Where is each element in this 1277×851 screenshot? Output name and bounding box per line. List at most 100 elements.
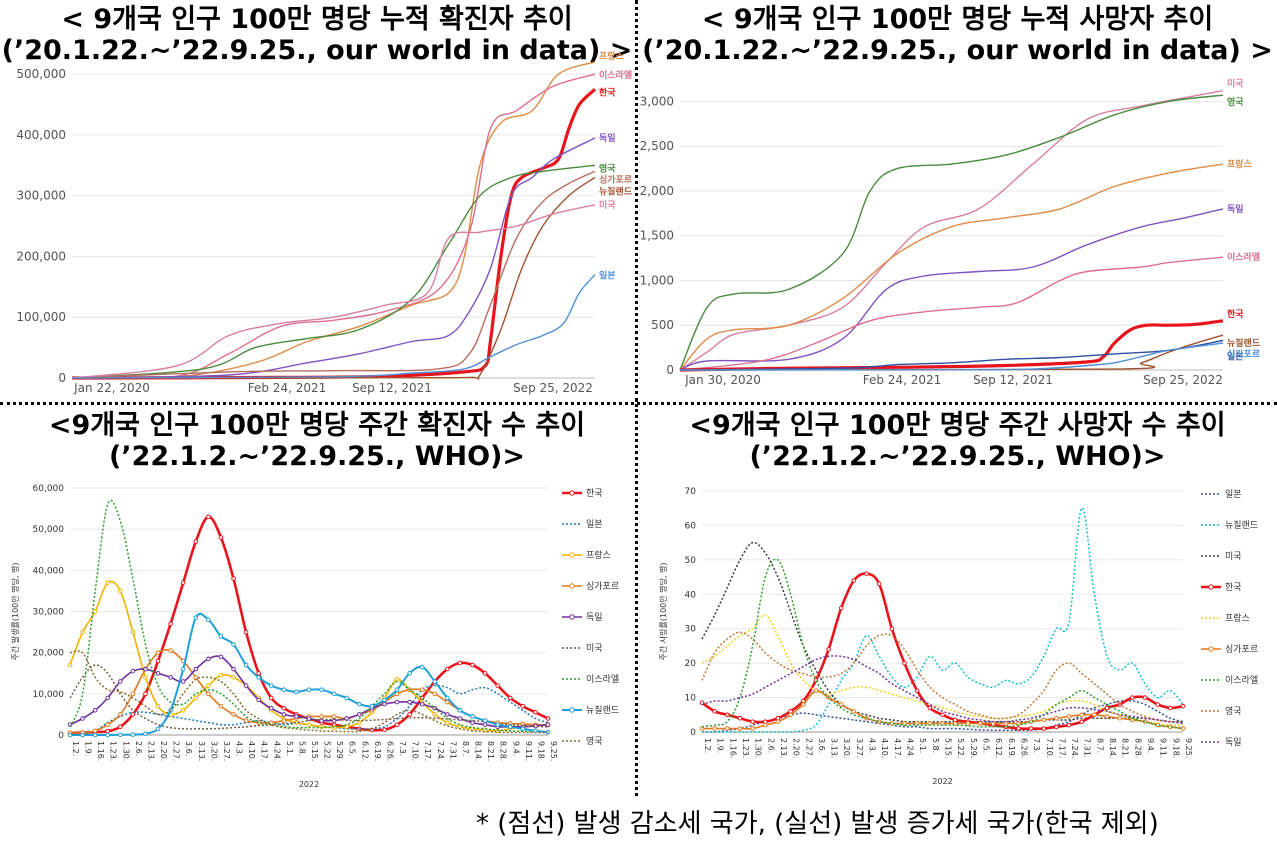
data-point <box>864 571 869 576</box>
data-point <box>1079 712 1085 718</box>
series-end-label-4: 영국 <box>599 162 616 174</box>
data-point <box>394 687 400 693</box>
x-tick-label: 8.28. <box>499 741 508 761</box>
data-point <box>357 712 362 717</box>
series-line-6 <box>701 558 1184 730</box>
x-tick-label: Jan 22, 2020 <box>73 381 150 395</box>
x-tick-label: 5.8. <box>931 738 940 753</box>
data-point <box>206 617 211 623</box>
series-line-4 <box>71 164 596 379</box>
legend-marker <box>569 490 575 496</box>
data-point <box>545 722 551 728</box>
x-tick-label: 7.31. <box>448 741 457 761</box>
data-point <box>914 688 920 693</box>
x-tick-label: 2.6. <box>766 738 775 753</box>
x-tick-label: 7.3. <box>1032 738 1041 753</box>
x-tick-label: 6.26. <box>385 741 394 761</box>
data-point <box>243 662 249 668</box>
x-tick-label: 5.15. <box>944 738 953 758</box>
data-point <box>1104 714 1110 719</box>
x-tick-label: Feb 24, 2021 <box>863 373 942 387</box>
series-line-4 <box>679 256 1224 371</box>
x-tick-label: 6.19. <box>373 741 382 761</box>
data-point <box>268 683 274 688</box>
data-point <box>256 675 261 680</box>
legend-label-5: 미국 <box>586 643 603 654</box>
data-point <box>231 642 236 647</box>
x-tick-label: 6.5. <box>981 738 990 753</box>
data-point <box>155 658 161 664</box>
data-point <box>206 656 211 662</box>
data-point <box>851 578 857 583</box>
data-point <box>712 709 717 714</box>
x-tick-label: 1.16. <box>728 738 737 758</box>
data-point <box>105 728 111 734</box>
x-tick-label: 6.5. <box>348 741 357 756</box>
legend-label-7: 영국 <box>1225 706 1242 717</box>
data-point <box>281 705 287 711</box>
chart-title-line1: < 9개국 인구 100만 명당 누적 사망자 추이 <box>701 4 1214 35</box>
data-point <box>507 695 513 701</box>
series-line-5 <box>71 170 596 379</box>
chart-title-line1: < 9개국 인구 100만 명당 누적 확진자 추이 <box>61 4 573 35</box>
x-tick-label: 3.13. <box>830 738 839 758</box>
legend-label-5: 싱가포르 <box>1225 644 1258 655</box>
legend-label-4: 프랑스 <box>1225 612 1250 624</box>
legend-label-0: 일본 <box>1225 489 1242 500</box>
data-point <box>750 719 755 724</box>
data-point <box>432 691 438 697</box>
data-point <box>725 726 730 731</box>
y-tick-label: 40,000 <box>33 566 65 576</box>
x-tick-label: 8.7. <box>461 741 470 756</box>
legend-label-8: 영국 <box>586 736 603 747</box>
series-line-0 <box>679 90 1224 371</box>
series-end-label-6: 뉴질랜드 <box>1227 337 1261 349</box>
y-tick-label: 60 <box>685 521 697 531</box>
x-tick-label: 9.4. <box>511 741 520 756</box>
chart-title-line2: (’20.1.22.~’22.9.25., our world in data)… <box>1 35 633 66</box>
data-point <box>256 670 261 676</box>
data-point <box>218 703 224 709</box>
x-tick-label: 9.18. <box>536 741 545 761</box>
data-point <box>889 626 895 632</box>
x-tick-label: 8.14. <box>474 741 483 761</box>
data-point <box>851 709 857 714</box>
legend-marker <box>569 583 575 589</box>
legend-label-8: 독일 <box>1225 737 1242 748</box>
y-tick-label: 10,000 <box>33 690 65 700</box>
x-tick-label: 9.25. <box>549 741 558 761</box>
data-point <box>1180 703 1186 709</box>
x-tick-label: 7.24. <box>436 741 445 761</box>
data-point <box>67 662 73 668</box>
data-point <box>206 691 211 697</box>
series-end-label-6: 뉴질랜드 <box>599 185 633 197</box>
x-tick-label: 3.6. <box>817 738 826 753</box>
data-point <box>67 732 73 738</box>
x-tick-label: 1.2. <box>703 738 712 753</box>
series-line-1 <box>71 73 596 380</box>
data-point <box>130 668 136 674</box>
series-end-label-2: 한국 <box>599 86 616 98</box>
legend-marker <box>1208 646 1214 652</box>
legend-label-1: 뉴질랜드 <box>1225 519 1258 531</box>
data-point <box>432 712 438 717</box>
data-point <box>294 714 299 719</box>
x-tick-label: 7.10. <box>1045 738 1054 758</box>
x-tick-label: Sep 25, 2022 <box>513 381 593 395</box>
x-tick-label: 5.8. <box>297 741 306 756</box>
data-point <box>118 724 123 730</box>
data-point <box>231 675 236 680</box>
legend-marker <box>569 552 575 558</box>
data-point <box>1066 722 1072 728</box>
chart-cumulative-deaths: < 9개국 인구 100만 명당 누적 사망자 추이 (’20.1.22.~’2… <box>638 0 1277 400</box>
y-tick-label: 30 <box>685 625 697 635</box>
x-tick-label: 2.6. <box>134 741 143 756</box>
data-point <box>445 695 450 701</box>
series-line-7 <box>679 339 1224 371</box>
legend-label-3: 한국 <box>1225 582 1242 593</box>
data-point <box>394 699 400 705</box>
data-point <box>1028 726 1034 731</box>
data-point <box>445 712 450 717</box>
data-point <box>1054 715 1059 721</box>
series-line-7 <box>701 631 1184 723</box>
